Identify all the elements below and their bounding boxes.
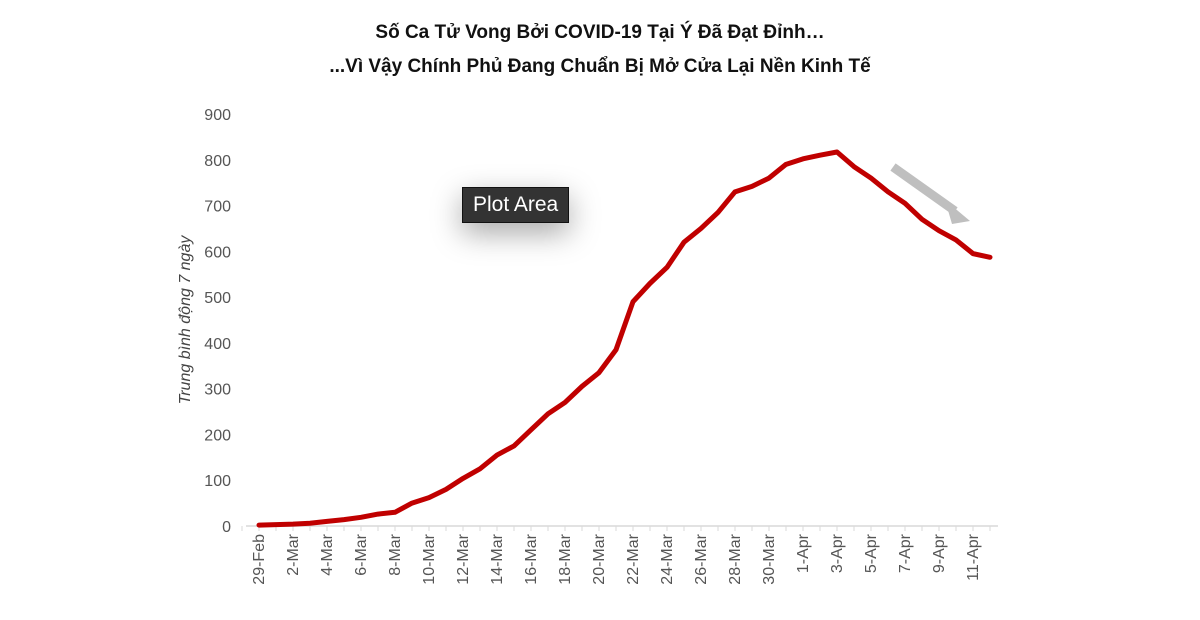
y-axis-label: Trung bình động 7 ngày — [177, 235, 194, 405]
x-tick-label: 1-Apr — [795, 533, 812, 573]
x-tick-label: 28-Mar — [727, 533, 744, 584]
x-tick-label: 11-Apr — [965, 533, 982, 581]
y-tick-label: 0 — [222, 519, 231, 536]
y-tick-label: 700 — [204, 199, 231, 216]
y-tick-label: 300 — [204, 382, 231, 399]
x-tick-label: 16-Mar — [523, 533, 540, 584]
x-tick-label: 4-Mar — [319, 533, 336, 575]
x-tick-label: 6-Mar — [353, 533, 370, 575]
x-tick-label: 7-Apr — [897, 533, 914, 573]
x-tick-label: 24-Mar — [659, 533, 676, 584]
chart-title: Số Ca Tử Vong Bởi COVID-19 Tại Ý Đã Đạt … — [375, 22, 825, 43]
chart-subtitle: ...Vì Vậy Chính Phủ Đang Chuẩn Bị Mở Cửa… — [329, 56, 871, 77]
y-tick-label: 900 — [204, 107, 231, 124]
x-tick-label: 29-Feb — [251, 534, 268, 585]
y-tick-label: 400 — [204, 336, 231, 353]
data-line — [256, 149, 993, 528]
x-tick-label: 14-Mar — [489, 533, 506, 584]
x-tick-label: 8-Mar — [387, 533, 404, 575]
x-tick-label: 10-Mar — [421, 533, 438, 584]
y-tick-label: 200 — [204, 427, 231, 444]
trend-arrow-shaft — [890, 163, 958, 215]
x-tick-label: 20-Mar — [591, 533, 608, 584]
x-tick-label: 5-Apr — [863, 533, 880, 573]
x-tick-label: 30-Mar — [761, 533, 778, 584]
y-tick-label: 500 — [204, 290, 231, 307]
y-tick-label: 600 — [204, 244, 231, 261]
x-tick-label: 18-Mar — [557, 533, 574, 584]
y-tick-label: 100 — [204, 473, 231, 490]
x-tick-label: 3-Apr — [829, 533, 846, 573]
x-tick-label: 12-Mar — [455, 533, 472, 584]
x-tick-label: 2-Mar — [285, 533, 302, 575]
plot-area-tooltip: Plot Area — [462, 187, 570, 223]
y-tick-label: 800 — [204, 153, 231, 170]
x-tick-label: 22-Mar — [625, 533, 642, 584]
trend-arrow-head — [945, 200, 970, 224]
x-tick-label: 9-Apr — [931, 533, 948, 573]
x-tick-label: 26-Mar — [693, 533, 710, 584]
